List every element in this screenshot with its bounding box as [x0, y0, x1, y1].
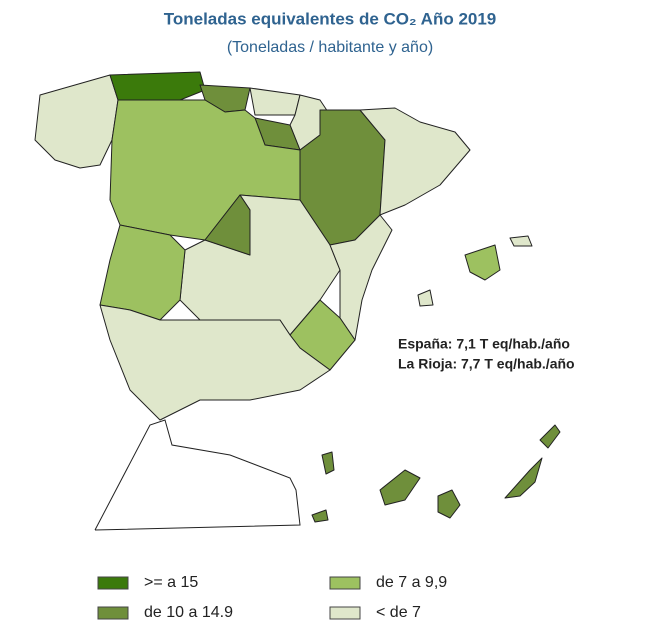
region — [34, 74, 119, 169]
legend: >= a 15 de 10 a 14.9 de 7 a 9,9 < de 7 — [97, 574, 447, 621]
legend-label: < de 7 — [376, 604, 421, 621]
region — [359, 107, 471, 216]
legend-swatch — [329, 606, 361, 620]
subtitle: (Toneladas / habitante y año) — [227, 39, 433, 56]
annotation: La Rioja: 7,7 T eq/hab./año — [398, 356, 575, 372]
region — [417, 289, 434, 307]
region — [204, 194, 251, 256]
region — [109, 71, 206, 101]
region — [379, 469, 421, 506]
region — [329, 214, 393, 341]
legend-label: >= a 15 — [144, 574, 198, 591]
region — [321, 451, 335, 475]
region — [539, 424, 561, 449]
region — [437, 489, 461, 519]
canarias-box — [94, 419, 301, 531]
region — [464, 244, 501, 281]
title: Toneladas equivalentes de CO₂ Año 2019 — [164, 9, 497, 28]
legend-swatch — [97, 576, 129, 590]
regions — [34, 71, 561, 531]
region — [509, 235, 533, 247]
region — [311, 509, 329, 523]
legend-swatch — [97, 606, 129, 620]
region — [504, 457, 543, 499]
region — [99, 224, 186, 321]
legend-label: de 10 a 14.9 — [144, 604, 233, 621]
region — [249, 87, 301, 116]
legend-label: de 7 a 9,9 — [376, 574, 447, 591]
legend-swatch — [329, 576, 361, 590]
annotation: España: 7,1 T eq/hab./año — [398, 336, 570, 352]
region — [99, 304, 331, 421]
